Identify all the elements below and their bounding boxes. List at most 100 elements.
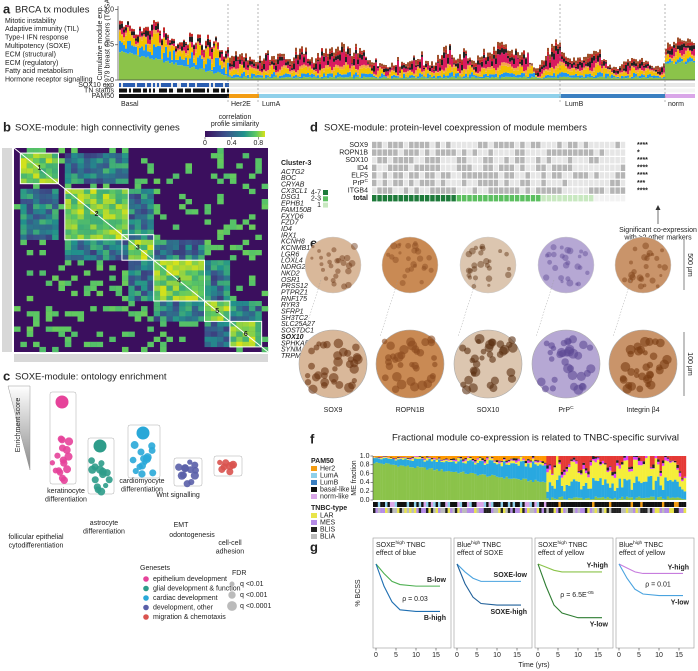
total-cell — [599, 195, 605, 202]
pam50-strip — [645, 94, 647, 98]
module-texture — [601, 72, 603, 74]
heatmap-cell — [141, 234, 148, 240]
tn-strip — [121, 88, 123, 93]
ihc-texture — [577, 254, 582, 259]
module-texture — [211, 52, 213, 60]
heatmap-cell — [223, 270, 231, 276]
module-texture — [189, 36, 191, 42]
tn-strip — [149, 88, 151, 93]
module-texture — [425, 77, 427, 79]
heatmap-cell — [141, 239, 148, 246]
ihc-texture — [543, 274, 550, 281]
sox10-strip — [457, 83, 459, 87]
module-texture — [631, 66, 633, 69]
ihc-texture — [636, 385, 644, 393]
pam50-strip — [657, 94, 659, 98]
pam50-strip — [591, 94, 593, 98]
row-label-main: ROPN1B — [339, 149, 368, 156]
module-texture — [309, 61, 311, 65]
module-texture — [587, 53, 589, 59]
module-texture — [575, 69, 577, 72]
heatmap-cell — [242, 336, 250, 342]
module-texture — [669, 54, 671, 58]
sox10-strip — [455, 83, 457, 87]
module-texture — [273, 69, 275, 73]
pam50-strip — [465, 94, 467, 98]
gene-name: SLC25A27 — [281, 321, 316, 328]
module-texture — [537, 77, 539, 78]
module-texture — [475, 72, 477, 74]
module-texture — [347, 46, 349, 48]
heatmap-cell — [71, 250, 78, 256]
module-texture — [663, 67, 665, 73]
module-texture — [555, 50, 557, 66]
legend-entry: Adaptive immunity (TIL) — [5, 26, 79, 33]
tn-strip — [163, 88, 165, 93]
pam50-strip — [155, 94, 157, 98]
module-texture — [199, 42, 201, 45]
pam50-strip — [617, 94, 619, 98]
heatmap-cell — [109, 229, 116, 235]
module-texture — [575, 63, 577, 67]
sox10-strip — [133, 83, 135, 87]
module-texture — [309, 59, 311, 62]
sox10-strip — [181, 83, 183, 87]
module-texture — [491, 58, 493, 62]
heatmap-cell — [20, 214, 27, 220]
heatmap-cell — [52, 214, 59, 220]
total-cell — [573, 195, 578, 202]
gene-name: FZD7 — [281, 220, 300, 227]
module-texture — [471, 72, 473, 77]
module-texture — [233, 69, 235, 75]
module-texture — [323, 61, 325, 69]
ihc-texture — [660, 248, 665, 253]
pam50-strip — [305, 94, 307, 98]
heatmap-cell — [217, 260, 224, 266]
heatmap-cell — [204, 326, 212, 332]
heatmap-cell — [204, 250, 212, 256]
module-texture — [169, 40, 171, 43]
module-texture — [243, 76, 245, 80]
module-texture — [653, 69, 655, 71]
module-texture — [509, 66, 511, 74]
heatmap-cell — [96, 178, 104, 184]
sox10-strip — [333, 83, 335, 87]
total-cell — [377, 195, 382, 202]
panel-letter: a — [3, 1, 11, 16]
coexp-cell — [530, 141, 536, 149]
ihc-texture — [632, 246, 638, 252]
heatmap-cell — [64, 178, 72, 184]
sox10-strip — [447, 83, 449, 87]
module-texture — [355, 69, 357, 73]
ihc-texture — [646, 250, 653, 257]
heatmap-cell — [96, 255, 104, 261]
heatmap-cell — [134, 239, 142, 246]
heatmap-cell — [166, 239, 173, 246]
module-texture — [179, 46, 181, 50]
module-texture — [655, 68, 657, 70]
module-texture — [623, 64, 625, 69]
module-texture — [483, 67, 485, 69]
module-texture — [447, 75, 449, 79]
module-texture — [501, 73, 503, 77]
pam50-strip — [121, 94, 123, 98]
tn-strip — [319, 88, 321, 93]
heatmap-cell — [90, 250, 97, 256]
module-texture — [359, 66, 361, 69]
heatmap-cell — [191, 260, 199, 266]
heatmap-cell — [134, 250, 142, 256]
ihc-texture — [559, 245, 564, 250]
module-texture — [539, 76, 541, 78]
module-texture — [161, 59, 163, 60]
module-texture — [335, 75, 337, 79]
ihc-texture — [466, 273, 472, 278]
tn-strip — [351, 88, 353, 93]
coexp-cell — [430, 141, 435, 149]
legend-entry: Type-I IFN response — [5, 35, 69, 42]
module-texture — [597, 61, 599, 65]
module-texture — [341, 42, 343, 47]
tn-strip — [417, 88, 419, 93]
heatmap-cell — [166, 295, 173, 302]
module-texture — [301, 48, 303, 53]
module-texture — [501, 52, 503, 63]
